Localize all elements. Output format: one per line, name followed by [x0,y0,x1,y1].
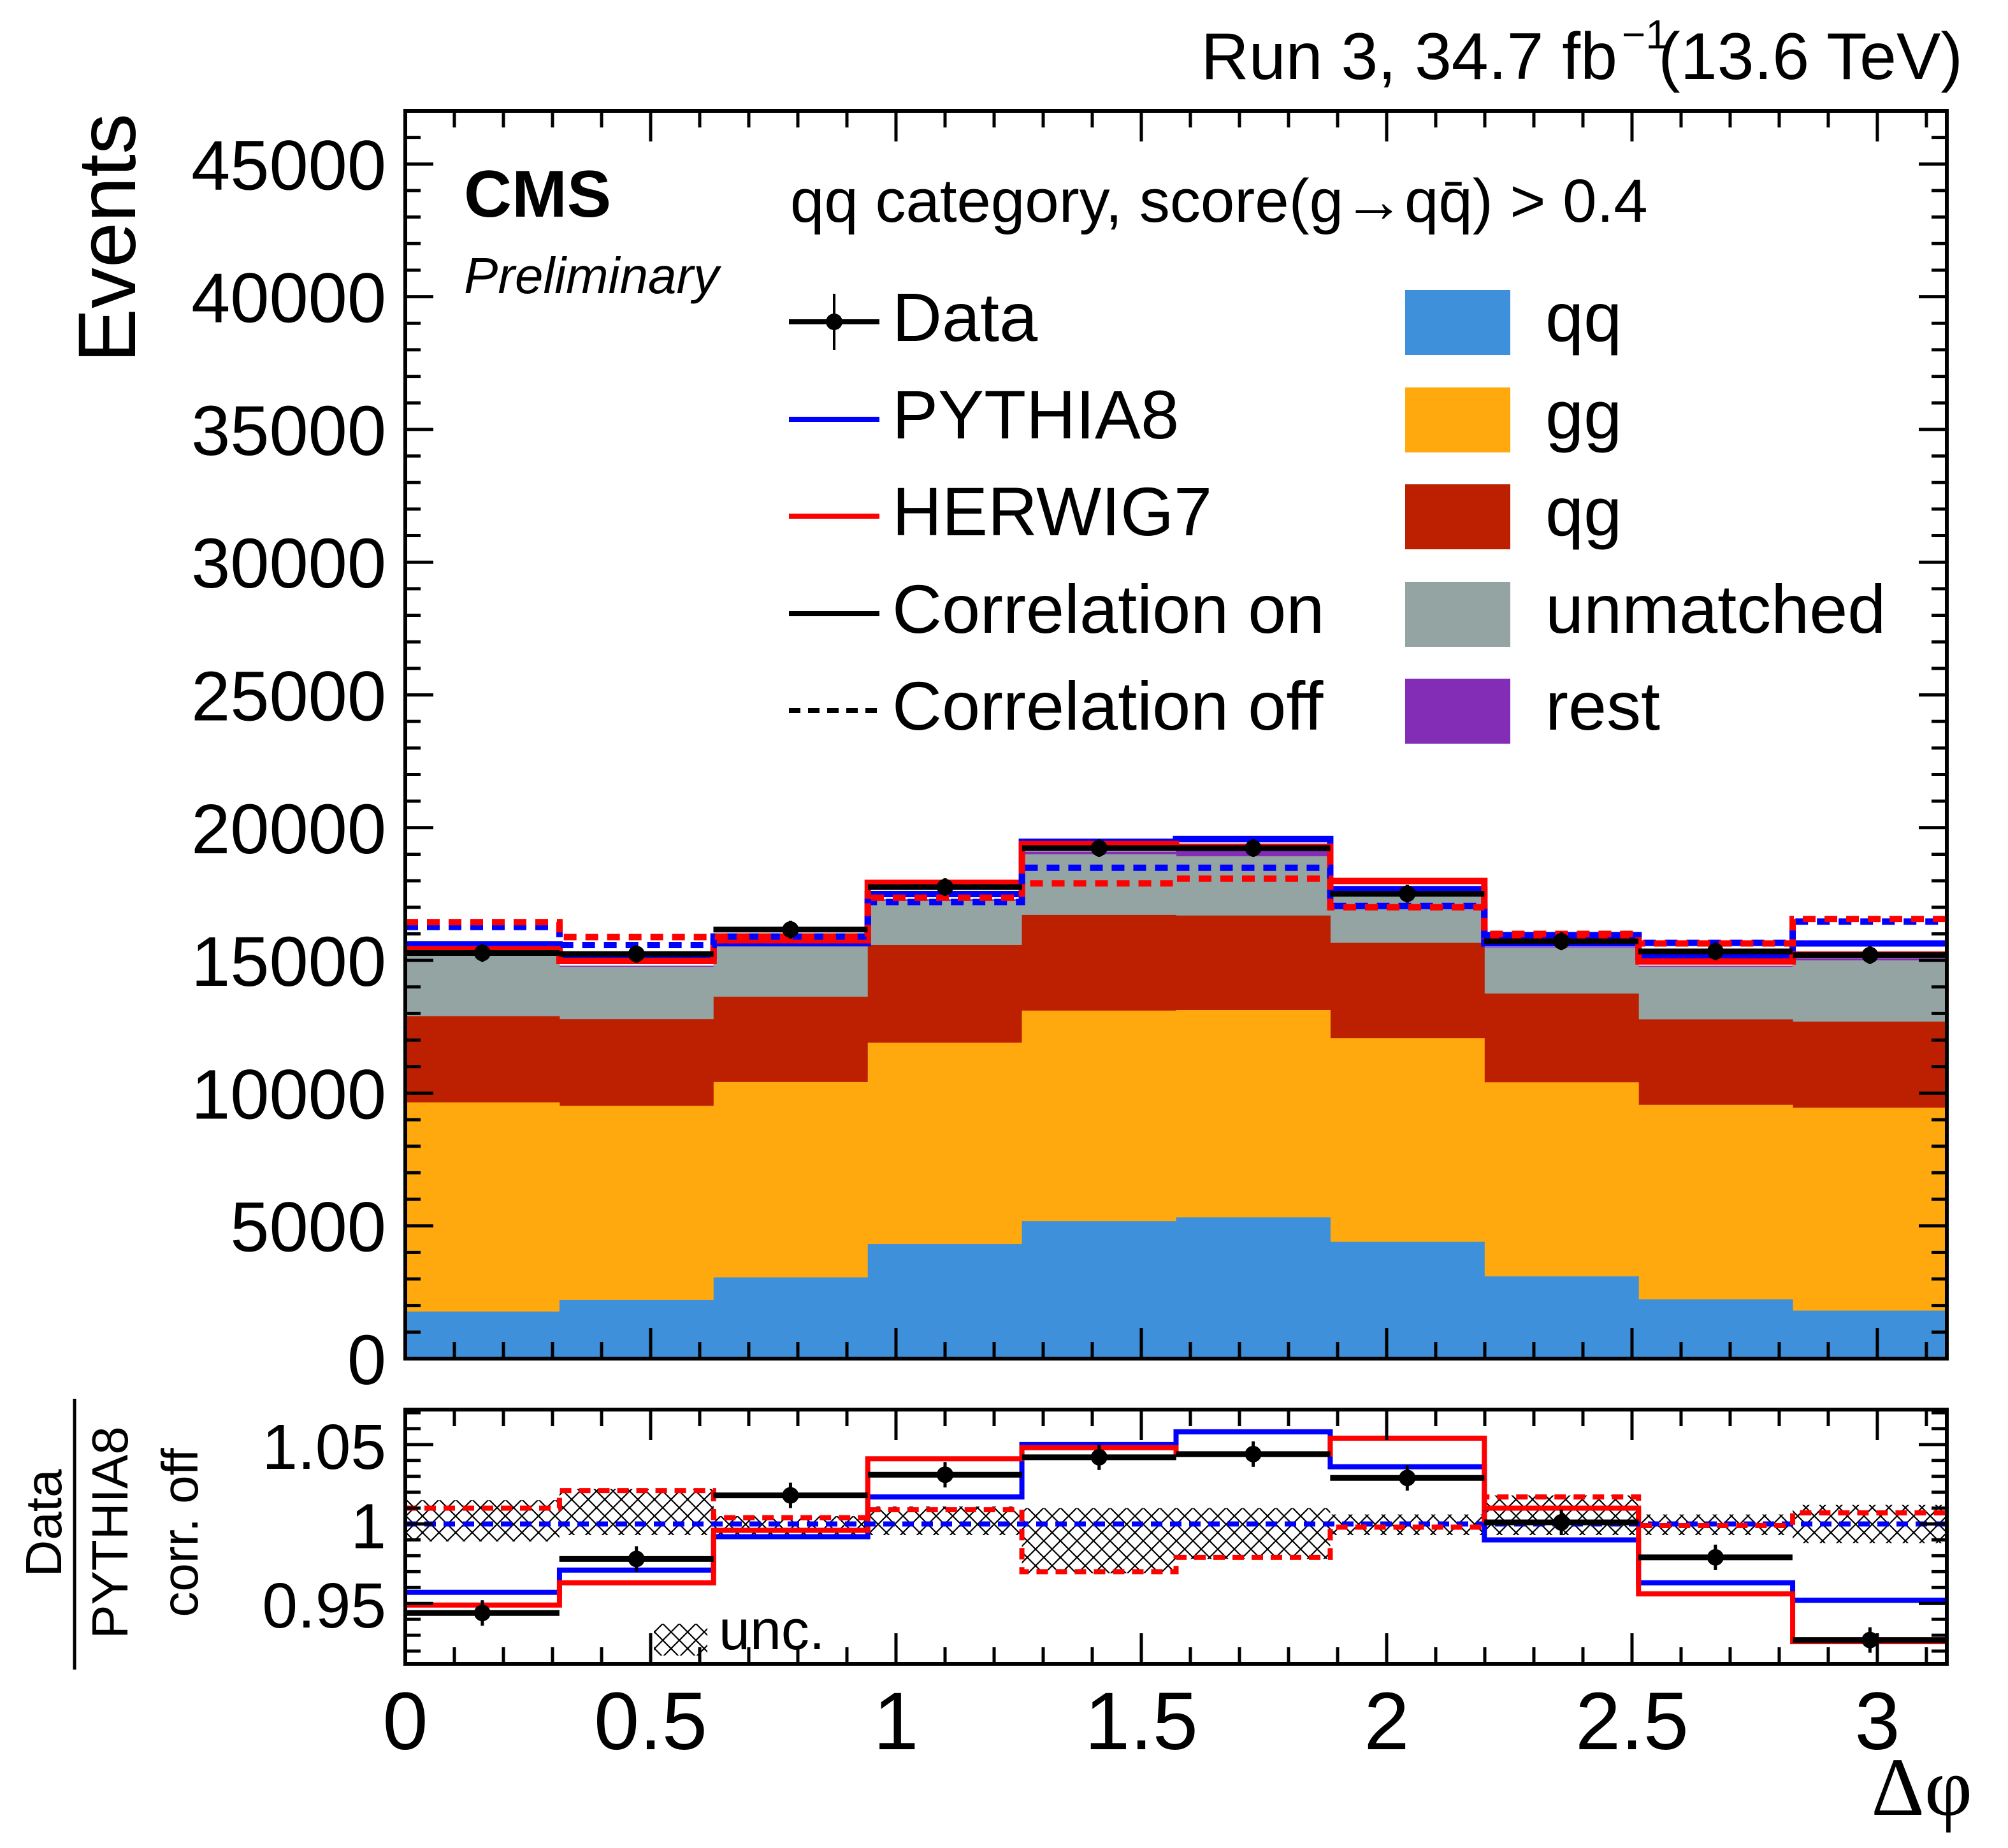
x-tick-label: 2.5 [1575,1676,1689,1767]
ratio-y-label: Data PYTHIA8 corr. off [15,1399,208,1670]
data-points-group [405,839,1947,964]
ratio-data-point [936,1466,953,1483]
stack-bar-qq [1022,1221,1176,1359]
stack-bar-qq [1176,1217,1331,1359]
ratio-data-point [473,1605,491,1622]
legend-label: Correlation off [892,667,1324,744]
ratio-ylabel-sub: corr. off [152,1448,208,1617]
x-axis-label: Δφ [1871,1742,1972,1833]
unc-legend-label: unc. [719,1598,825,1661]
y-tick-label: 30000 [191,524,386,603]
x-tick-label: 3 [1854,1676,1900,1767]
ratio-data-point [1861,1631,1879,1649]
legend-swatch-qq [1405,290,1510,355]
stack-bar-qq [405,1311,560,1359]
stack-bar-qq [1484,1276,1639,1359]
stack-group [405,849,1947,1359]
run-label: Run 3, 34.7 fb [1201,20,1617,94]
y-tick-label: 35000 [191,392,386,470]
ratio-data-group [405,1441,1947,1653]
legend-swatch-unmatched [1405,582,1510,647]
legend-label: gg [1545,376,1622,453]
stack-bar-qq [867,1244,1023,1359]
data-point [473,944,491,962]
y-tick-label: 40000 [191,259,386,338]
ratio-y-tick-label: 1.05 [262,1411,386,1483]
main-frame [403,109,1949,1361]
main-axes: 0 5000 10000 15000 20000 25000 30000 35000 40000… [191,109,1949,1399]
y-tick-label: 0 [347,1321,386,1399]
ratio-ylabel-denominator: PYTHIA8 [82,1426,138,1638]
ratio-data-point [782,1487,799,1504]
ratio-data-point [1553,1514,1570,1531]
legend-label: Data [892,278,1038,356]
stack-bar-qq [1330,1241,1485,1359]
x-tick-label: 0.5 [594,1676,707,1767]
preliminary-label: Preliminary [464,247,722,304]
data-point [1553,933,1570,950]
ratio-y-tick-label: 0.95 [262,1570,386,1642]
stack-bar-qq [559,1299,714,1359]
ratio-data-point [1707,1548,1724,1566]
mc-line-herwig7-correlation-off [405,875,1947,947]
data-point [1090,839,1108,856]
data-point [782,921,799,938]
legend-label: qq [1545,278,1622,356]
y-tick-label: 5000 [230,1188,386,1267]
data-point [1399,885,1416,902]
uncertainty-band-bin [1022,1508,1176,1573]
ratio-data-point [1399,1469,1416,1487]
ratio-data-point [1090,1448,1108,1466]
legend-label: unmatched [1545,570,1886,647]
x-tick-label: 1.5 [1085,1676,1198,1767]
y-axis-label: Events [62,113,153,363]
cms-label: CMS [464,157,611,231]
ratio-data-point [1245,1445,1262,1462]
legend-label: PYTHIA8 [892,376,1179,453]
unc-legend-swatch [654,1624,707,1656]
legend-label: rest [1545,667,1660,744]
legend-label: HERWIG7 [892,473,1212,550]
legend: Data PYTHIA8 HERWIG7 Correlation on Correlat… [789,278,1886,744]
energy-label: (13.6 TeV) [1658,20,1963,94]
lumi-exponent: −1 [1622,11,1668,57]
selection-label: qq category, score(g→qq̄) > 0.4 [790,167,1648,235]
ratio-ylabel-numerator: Data [15,1469,72,1577]
legend-label: Correlation on [892,570,1324,647]
data-point [1707,942,1724,960]
stack-bar-qq [713,1277,869,1359]
x-tick-label: 1 [873,1676,918,1767]
legend-swatch-rest [1405,679,1510,744]
uncertainty-band-bin [559,1489,714,1536]
mc-line-pythia8-correlation-off [405,864,1947,948]
ratio-y-tick-label: 1 [350,1491,386,1563]
data-point [628,946,645,963]
data-point [1861,946,1879,964]
y-tick-label: 10000 [191,1055,386,1134]
y-tick-label: 20000 [191,790,386,869]
uncertainty-band-bin [1176,1508,1331,1559]
x-tick-label: 2 [1364,1676,1409,1767]
y-tick-label: 15000 [191,923,386,1001]
y-tick-label: 25000 [191,658,386,736]
legend-marker-dot [826,314,842,330]
legend-label: qg [1545,473,1622,550]
stack-bar-qq [1638,1299,1793,1359]
ratio-frame [403,1408,1949,1666]
ratio-data-point [628,1550,645,1568]
legend-swatch-gg [1405,387,1510,452]
data-point [936,879,953,896]
y-tick-label: 45000 [191,126,386,205]
legend-swatch-qg [1405,484,1510,549]
x-tick-label: 0 [382,1676,428,1767]
ratio-line-herwig7-corr-on-pythia8-corr-off [405,1435,1947,1645]
stack-bar-qq [1793,1310,1947,1359]
data-point [1245,839,1262,856]
